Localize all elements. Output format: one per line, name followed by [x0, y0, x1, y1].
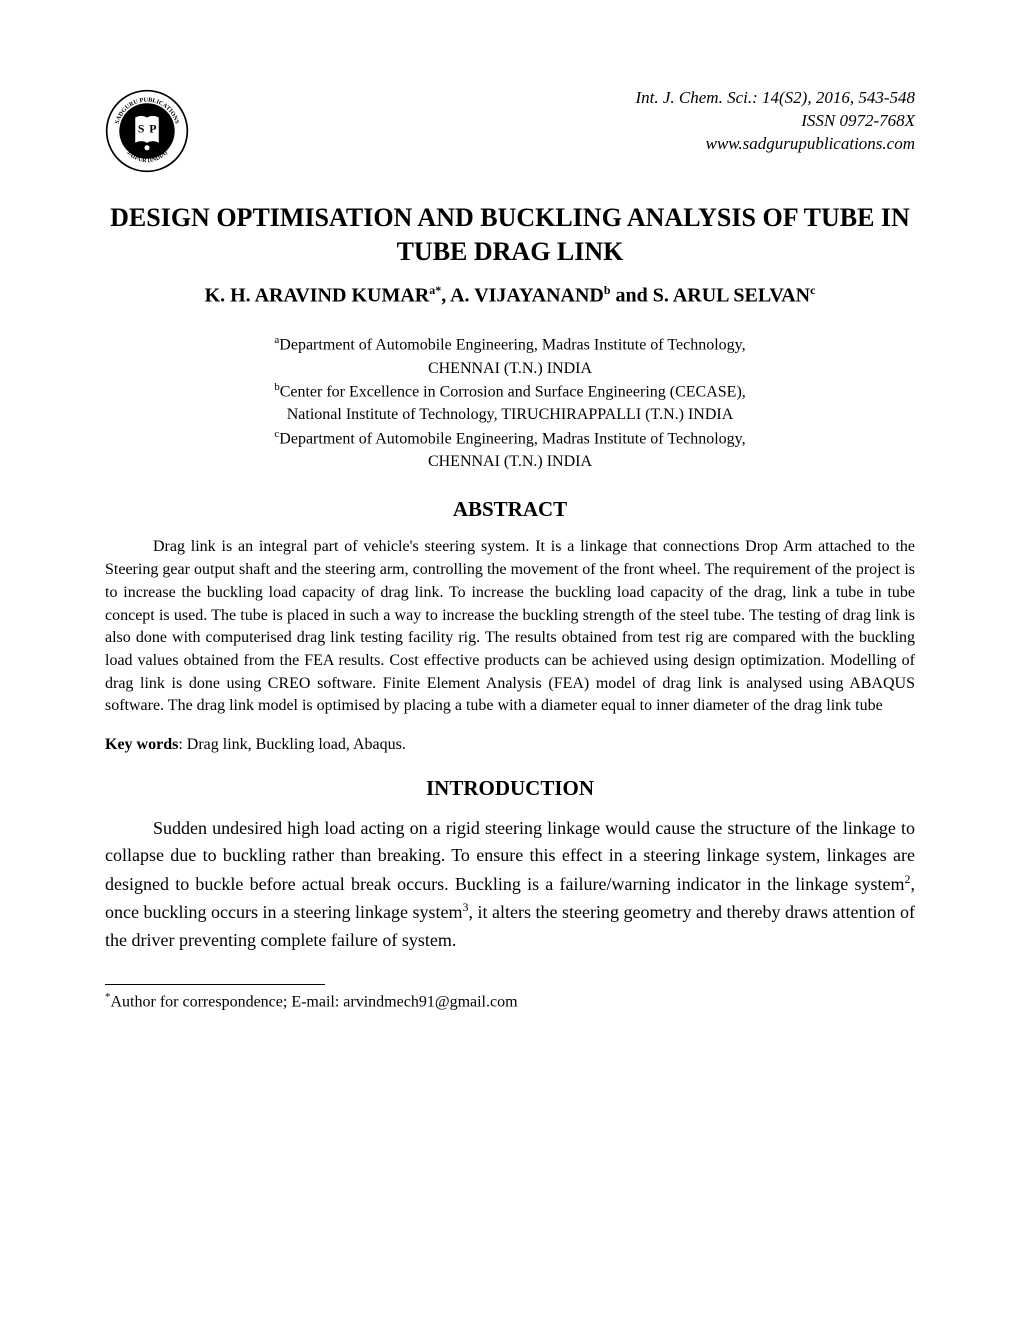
abstract-body: Drag link is an integral part of vehicle… [105, 536, 915, 718]
introduction-heading: INTRODUCTION [105, 776, 915, 801]
affiliation-c-line1: Department of Automobile Engineering, Ma… [279, 430, 745, 447]
affiliation-a: aDepartment of Automobile Engineering, M… [105, 333, 915, 380]
keywords-line: Key words: Drag link, Buckling load, Aba… [105, 736, 915, 754]
affiliation-c-line2: CHENNAI (T.N.) INDIA [428, 453, 592, 470]
publisher-logo: SADGURU PUBLICATIONS JAIPUR (INDIA) S P [105, 89, 189, 173]
author-2-sup: b [604, 283, 611, 297]
keywords-label: Key words [105, 736, 178, 753]
affiliation-b-line1: Center for Excellence in Corrosion and S… [280, 383, 746, 400]
keywords-value: : Drag link, Buckling load, Abaqus. [178, 736, 406, 753]
journal-citation: Int. J. Chem. Sci.: 14(S2), 2016, 543-54… [635, 87, 915, 110]
sep-1: , [441, 284, 450, 306]
author-2: A. VIJAYANAND [450, 284, 604, 306]
author-1: K. H. ARAVIND KUMAR [205, 284, 430, 306]
affiliation-b-line2: National Institute of Technology, TIRUCH… [287, 406, 734, 423]
affiliation-a-line1: Department of Automobile Engineering, Ma… [279, 337, 745, 354]
affiliation-c: cDepartment of Automobile Engineering, M… [105, 427, 915, 474]
svg-text:S: S [138, 123, 145, 136]
paper-title: DESIGN OPTIMISATION AND BUCKLING ANALYSI… [105, 201, 915, 269]
correspondence-footnote: *Author for correspondence; E-mail: arvi… [105, 991, 915, 1011]
author-3-sup: c [810, 283, 815, 297]
journal-info: Int. J. Chem. Sci.: 14(S2), 2016, 543-54… [635, 87, 915, 156]
svg-text:P: P [149, 123, 156, 136]
affiliation-a-line2: CHENNAI (T.N.) INDIA [428, 360, 592, 377]
intro-text-1: Sudden undesired high load acting on a r… [105, 818, 915, 894]
footnote-text: Author for correspondence; E-mail: arvin… [111, 993, 518, 1010]
header-row: SADGURU PUBLICATIONS JAIPUR (INDIA) S P … [105, 85, 915, 173]
affiliations: aDepartment of Automobile Engineering, M… [105, 333, 915, 473]
page: SADGURU PUBLICATIONS JAIPUR (INDIA) S P … [0, 0, 1020, 1320]
introduction-body: Sudden undesired high load acting on a r… [105, 815, 915, 954]
journal-website: www.sadgurupublications.com [635, 133, 915, 156]
author-1-sup: a* [429, 283, 441, 297]
authors-line: K. H. ARAVIND KUMARa*, A. VIJAYANANDb an… [105, 283, 915, 308]
logo-icon: SADGURU PUBLICATIONS JAIPUR (INDIA) S P [105, 89, 189, 173]
abstract-heading: ABSTRACT [105, 497, 915, 522]
author-3: S. ARUL SELVAN [653, 284, 810, 306]
affiliation-b: bCenter for Excellence in Corrosion and … [105, 380, 915, 427]
sep-2: and [611, 284, 653, 306]
footnote-rule [105, 984, 325, 985]
journal-issn: ISSN 0972-768X [635, 110, 915, 133]
